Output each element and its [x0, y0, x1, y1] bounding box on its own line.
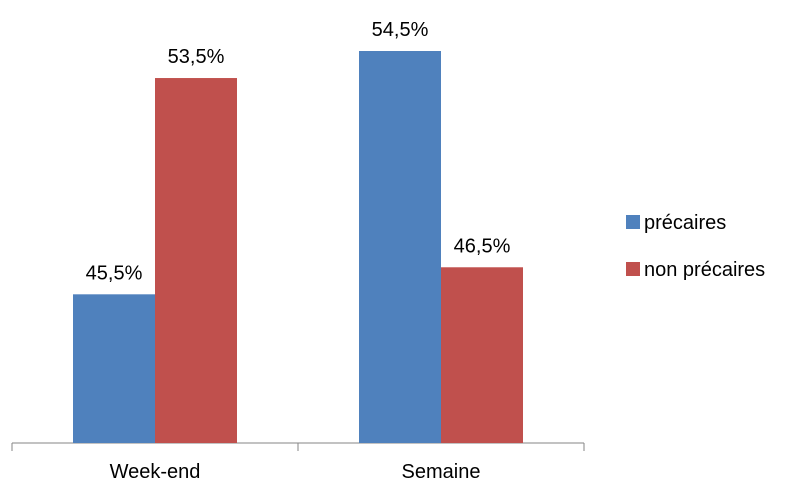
data-label: 46,5% — [454, 235, 511, 257]
data-label: 54,5% — [372, 19, 429, 41]
legend: précaires non précaires — [626, 212, 765, 281]
bar-non-precaires-week-end — [155, 78, 237, 443]
bar-precaires-semaine — [359, 51, 441, 443]
data-label: 45,5% — [86, 262, 143, 284]
data-label: 53,5% — [168, 46, 225, 68]
legend-swatch-precaires — [626, 215, 640, 229]
bar-precaires-week-end — [73, 294, 155, 443]
plot-area: 45,5% 53,5% Week-end 54,5% 46,5% Semaine — [11, 19, 585, 483]
x-tick-label: Semaine — [402, 461, 481, 483]
legend-label: non précaires — [644, 259, 765, 281]
bar-non-precaires-semaine — [441, 267, 523, 443]
legend-swatch-non-precaires — [626, 262, 640, 276]
x-tick-label: Week-end — [110, 461, 201, 483]
legend-label: précaires — [644, 212, 726, 234]
